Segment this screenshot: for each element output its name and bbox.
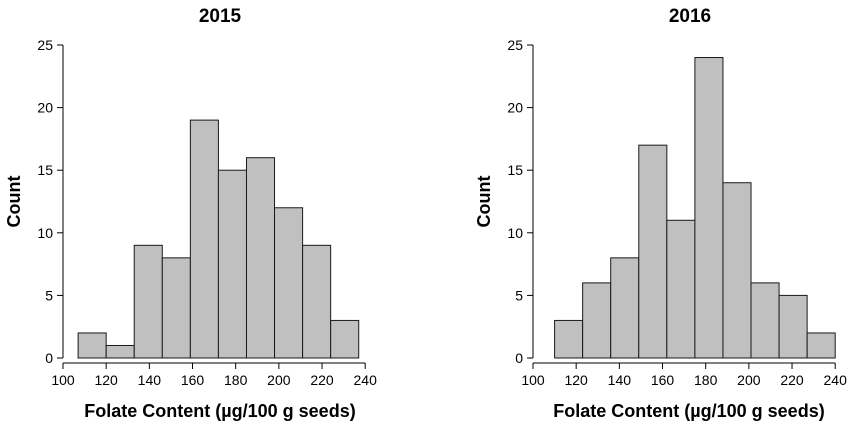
chart-title: 2016	[669, 6, 711, 27]
y-tick-label: 10	[37, 225, 53, 241]
histogram-bar	[806, 332, 836, 359]
x-tick-label: 220	[780, 372, 804, 388]
x-tick-label: 200	[737, 372, 761, 388]
histogram-bar	[666, 219, 696, 359]
x-tick-label: 220	[310, 372, 334, 388]
histogram-bar	[694, 57, 724, 359]
y-axis-label: Count	[474, 176, 494, 228]
histogram-bar	[610, 257, 640, 359]
x-tick-label: 160	[651, 372, 675, 388]
x-tick-label: 140	[608, 372, 632, 388]
histogram-bar	[161, 257, 191, 359]
y-axis-label: Count	[4, 176, 24, 228]
x-axis-label: Folate Content (µg/100 g seeds)	[84, 401, 355, 421]
y-tick-label: 5	[515, 287, 523, 303]
histogram-bar	[77, 332, 107, 359]
histogram-bar	[302, 244, 332, 359]
histogram-2016: 2016 0 5 10 15 20 25 100 120 140 160 180 200 220 240Fo…	[474, 6, 847, 421]
x-tick-label: 120	[94, 372, 118, 388]
y-tick-label: 20	[507, 100, 523, 116]
histogram-bar	[638, 144, 668, 359]
histogram-bar	[133, 244, 163, 359]
histogram-bar	[750, 282, 780, 359]
histogram-bar	[217, 169, 247, 359]
x-axis-label: Folate Content (µg/100 g seeds)	[553, 401, 824, 421]
histogram-2015: 2015 0 5 10 15 20 25 100 120 140 160 180 200 220 240 Fo…	[4, 6, 377, 421]
y-tick-label: 15	[37, 162, 53, 178]
x-tick-label: 140	[138, 372, 162, 388]
y-tick-label: 10	[507, 225, 523, 241]
x-tick-label: 100	[521, 372, 545, 388]
histogram-bar	[105, 344, 135, 359]
y-tick-label: 20	[37, 100, 53, 116]
y-tick-label: 0	[45, 350, 53, 366]
histogram-bar	[189, 119, 219, 359]
histogram-bar	[330, 319, 360, 359]
y-tick-label: 5	[45, 287, 53, 303]
x-tick-label: 180	[224, 372, 248, 388]
histogram-bar	[245, 157, 276, 359]
x-tick-label: 240	[354, 372, 378, 388]
histogram-bar	[554, 319, 584, 359]
x-tick-label: 240	[824, 372, 848, 388]
histogram-bar	[582, 282, 612, 359]
x-tick-label: 120	[564, 372, 588, 388]
histogram-bar	[274, 207, 304, 359]
y-tick-label: 25	[507, 37, 523, 53]
y-tick-label: 25	[37, 37, 53, 53]
histogram-bar	[778, 294, 808, 359]
y-tick-label: 0	[515, 350, 523, 366]
x-tick-label: 180	[694, 372, 718, 388]
x-tick-label: 200	[267, 372, 291, 388]
x-tick-label: 100	[51, 372, 75, 388]
y-tick-label: 15	[507, 162, 523, 178]
histogram-bar	[722, 182, 752, 359]
x-tick-label: 160	[181, 372, 205, 388]
chart-title: 2015	[199, 6, 242, 27]
